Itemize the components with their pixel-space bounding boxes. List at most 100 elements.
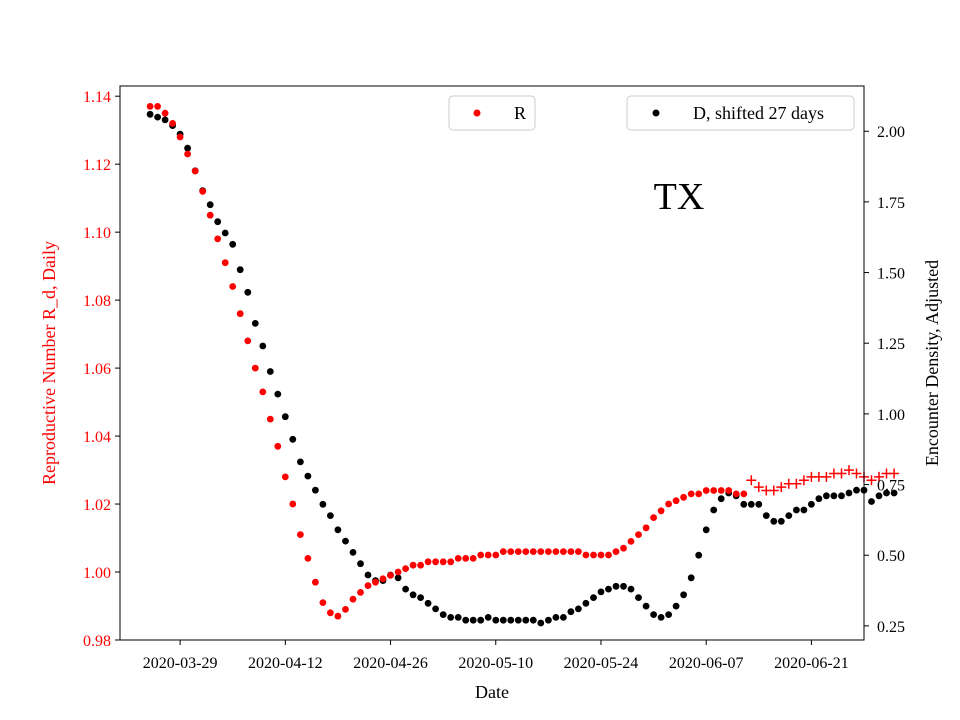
r-point bbox=[529, 548, 537, 555]
d-point bbox=[529, 616, 537, 624]
r-point bbox=[259, 388, 267, 396]
r-point bbox=[281, 473, 289, 481]
d-point bbox=[304, 472, 312, 480]
d-point bbox=[319, 500, 327, 508]
r-point bbox=[507, 548, 515, 555]
r-point bbox=[221, 259, 229, 267]
d-point bbox=[417, 594, 424, 601]
r-forecast-point bbox=[798, 475, 809, 486]
r-point bbox=[417, 561, 424, 569]
r-point bbox=[357, 589, 364, 596]
r-forecast-point bbox=[768, 485, 779, 496]
y-right-tick-label: 1.75 bbox=[877, 195, 905, 212]
d-point bbox=[560, 614, 567, 621]
d-point bbox=[462, 616, 470, 624]
d-point bbox=[484, 614, 492, 621]
r-forecast-point bbox=[866, 475, 877, 486]
d-point bbox=[334, 526, 342, 534]
d-point bbox=[808, 500, 815, 508]
r-point bbox=[327, 609, 334, 617]
d-point bbox=[597, 588, 605, 596]
d-point bbox=[492, 616, 500, 624]
d-point bbox=[785, 512, 793, 519]
r-point bbox=[537, 548, 545, 555]
r-point bbox=[146, 103, 154, 110]
d-point bbox=[251, 320, 259, 327]
r-point bbox=[635, 531, 642, 538]
r-point bbox=[266, 415, 274, 423]
legend-d-box bbox=[626, 95, 855, 131]
d-point bbox=[883, 489, 890, 497]
d-point bbox=[221, 229, 229, 237]
d-point bbox=[868, 498, 875, 505]
r-point bbox=[590, 551, 597, 559]
x-tick-label: 2020-03-29 bbox=[143, 655, 218, 672]
d-point bbox=[567, 608, 575, 616]
r-point bbox=[484, 551, 492, 559]
r-point bbox=[244, 337, 252, 345]
r-point bbox=[582, 551, 590, 559]
r-point bbox=[447, 558, 455, 566]
r-point bbox=[379, 575, 387, 583]
r-point bbox=[695, 490, 703, 498]
r-point bbox=[191, 167, 199, 175]
r-forecast-point bbox=[844, 465, 854, 476]
d-point bbox=[680, 591, 687, 599]
r-forecast-point bbox=[874, 471, 884, 482]
r-point bbox=[214, 235, 222, 243]
r-point bbox=[154, 103, 162, 110]
r-point bbox=[680, 493, 687, 501]
r-point bbox=[499, 548, 507, 555]
d-point bbox=[672, 602, 680, 610]
r-point bbox=[424, 558, 432, 566]
d-point bbox=[514, 616, 522, 624]
legend-d-marker bbox=[652, 109, 660, 117]
r-point bbox=[717, 487, 725, 494]
r-point bbox=[469, 555, 477, 562]
x-tick-label: 2020-06-21 bbox=[774, 655, 849, 672]
r-point bbox=[312, 578, 319, 586]
d-point bbox=[424, 599, 432, 607]
d-point bbox=[793, 506, 800, 514]
d-point bbox=[815, 495, 823, 503]
d-point bbox=[214, 218, 222, 226]
legend-r-box bbox=[448, 95, 536, 131]
r-point bbox=[454, 555, 462, 562]
d-point bbox=[657, 614, 665, 621]
r-point bbox=[612, 548, 620, 555]
r-point bbox=[199, 188, 207, 195]
y-right-tick-label: 0.25 bbox=[877, 619, 905, 636]
r-forecast-point bbox=[836, 468, 847, 479]
d-point bbox=[575, 605, 582, 613]
r-point bbox=[740, 490, 748, 498]
r-point bbox=[665, 500, 672, 508]
r-point bbox=[372, 578, 379, 586]
r-point bbox=[605, 551, 612, 559]
d-point bbox=[875, 492, 883, 500]
d-point bbox=[890, 489, 898, 497]
d-point bbox=[838, 492, 845, 500]
d-point bbox=[259, 342, 267, 350]
r-point bbox=[274, 442, 282, 450]
r-point bbox=[575, 548, 582, 555]
y-left-tick-label: 1.12 bbox=[83, 157, 111, 174]
r-point bbox=[432, 558, 439, 566]
y-right-tick-label: 0.75 bbox=[877, 478, 905, 495]
r-forecast-point bbox=[746, 475, 757, 486]
y-right-tick-label: 1.25 bbox=[877, 336, 905, 353]
d-point bbox=[582, 599, 590, 607]
r-point bbox=[176, 133, 184, 141]
y-right-tick-label: 1.00 bbox=[877, 407, 905, 424]
d-point bbox=[650, 611, 657, 618]
legend-d-label: D, shifted 27 days bbox=[693, 103, 824, 123]
r-forecast-point bbox=[851, 468, 862, 479]
d-point bbox=[762, 512, 770, 519]
y-axis-left-label: Reproductive Number R_d, Daily bbox=[39, 241, 59, 485]
d-point bbox=[702, 526, 710, 534]
r-point bbox=[409, 561, 417, 569]
d-point bbox=[409, 591, 417, 599]
r-forecast-point bbox=[791, 478, 802, 489]
legend-r: R bbox=[448, 95, 536, 131]
r-point bbox=[650, 514, 657, 521]
d-point bbox=[710, 506, 718, 514]
